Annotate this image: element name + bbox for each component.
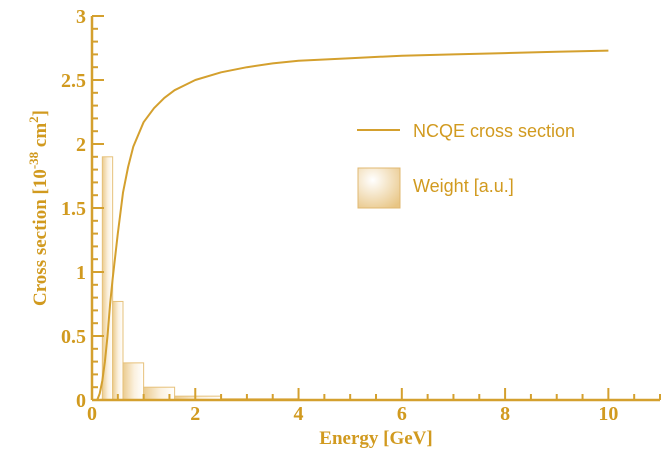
y-axis-title-exponent: -38: [26, 151, 41, 169]
y-axis-title-unit: cm: [30, 123, 51, 152]
legend-histogram-swatch: [357, 167, 401, 209]
legend-label-weight: Weight [a.u.]: [413, 176, 514, 196]
y-tick-label: 0.5: [61, 326, 86, 348]
x-tick-label: 2: [190, 403, 200, 425]
y-axis-title: Cross section [10-38 cm2]: [26, 110, 51, 306]
cross-section-curve: [96, 49, 609, 401]
y-tick-label: 1.5: [61, 198, 86, 220]
legend-label-cross-section: NCQE cross section: [413, 121, 575, 141]
x-tick-label: 4: [294, 403, 304, 425]
cross-section-curve-layer: [96, 49, 609, 401]
y-tick-label: 2: [76, 134, 86, 156]
x-tick-label: 0: [87, 403, 97, 425]
tick-labels: 0 2 4 6 8 10 0 0.5 1 1.5 2 2.5 3: [61, 6, 618, 425]
y-tick-label: 1: [76, 262, 86, 284]
y-axis-title-unit-exponent: 2: [26, 116, 41, 123]
x-tick-label: 6: [397, 403, 407, 425]
x-tick-label: 10: [598, 403, 618, 425]
y-tick-label: 2.5: [61, 70, 86, 92]
histogram-bar: [112, 300, 124, 401]
x-axis-title: Energy [GeV]: [319, 428, 432, 449]
weight-histogram: [101, 156, 300, 401]
y-tick-label: 0: [76, 390, 86, 412]
legend: NCQE cross section Weight [a.u.]: [357, 121, 575, 209]
y-axis-title-suffix: ]: [30, 110, 51, 116]
tick-marks: [91, 15, 661, 401]
x-tick-label: 8: [500, 403, 510, 425]
y-tick-label: 3: [76, 6, 86, 28]
histogram-bar: [122, 362, 145, 401]
y-axis-title-prefix: Cross section [10: [30, 169, 51, 306]
